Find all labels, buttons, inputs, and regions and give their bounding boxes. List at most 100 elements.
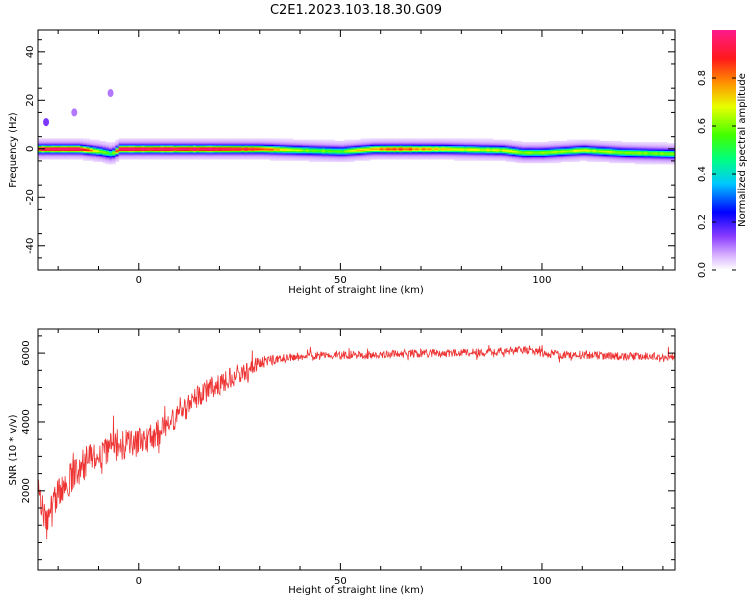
- heatmap-cell: [337, 149, 342, 151]
- heatmap-cell: [550, 161, 555, 164]
- heatmap-cell: [602, 155, 607, 158]
- heatmap-cell: [521, 149, 526, 151]
- heatmap-cell: [179, 154, 184, 156]
- heatmap-cell: [318, 146, 323, 149]
- heatmap-cell: [412, 144, 416, 147]
- heatmap-cell: [483, 142, 487, 144]
- heatmap-cell: [457, 148, 461, 150]
- heatmap-cell: [383, 142, 387, 144]
- heatmap-cell: [289, 154, 294, 156]
- heatmap-cell: [650, 153, 655, 155]
- heatmap-cell: [241, 142, 245, 144]
- heatmap-cell: [470, 154, 474, 156]
- heatmap-cell: [389, 142, 394, 144]
- heatmap-cell: [183, 154, 187, 156]
- heatmap-cell: [470, 138, 474, 141]
- heatmap-cell: [376, 145, 381, 148]
- heatmap-cell: [234, 157, 239, 160]
- heatmap-cell: [118, 155, 123, 158]
- heatmap-cell: [415, 139, 419, 142]
- heatmap-cell: [99, 156, 103, 159]
- heatmap-cell: [402, 142, 407, 144]
- heatmap-cell: [434, 151, 439, 154]
- heatmap-cell: [105, 144, 110, 147]
- heatmap-cell: [502, 157, 507, 160]
- heatmap-cell: [83, 151, 87, 154]
- heatmap-cell: [112, 160, 116, 162]
- heatmap-cell: [576, 149, 581, 151]
- heatmap-cell: [570, 157, 574, 160]
- heatmap-cell: [657, 145, 661, 148]
- heatmap-cell: [460, 150, 465, 153]
- heatmap-cell: [279, 154, 284, 156]
- heatmap-cell: [215, 139, 220, 142]
- heatmap-cell: [341, 156, 345, 159]
- heatmap-cell: [299, 148, 303, 150]
- heatmap-cell: [434, 139, 439, 142]
- heatmap-cell: [673, 143, 675, 145]
- heatmap-cell: [308, 139, 313, 142]
- heatmap-cell: [560, 155, 565, 158]
- heatmap-cell: [450, 140, 455, 143]
- heatmap-cell: [99, 160, 103, 162]
- heatmap-cell: [389, 155, 394, 158]
- heatmap-cell: [370, 142, 374, 144]
- heatmap-cell: [60, 156, 65, 159]
- heatmap-cell: [54, 146, 58, 149]
- heatmap-cell: [163, 145, 168, 148]
- heatmap-cell: [489, 150, 494, 153]
- heatmap-cell: [186, 148, 190, 150]
- heatmap-cell: [89, 155, 94, 158]
- heatmap-cell: [125, 145, 129, 148]
- heatmap-cell: [641, 146, 645, 149]
- heatmap-cell: [637, 145, 642, 148]
- heatmap-cell: [147, 151, 152, 154]
- heatmap-cell: [547, 151, 552, 154]
- heatmap-cell: [554, 161, 558, 164]
- heatmap-cell: [167, 150, 171, 153]
- heatmap-cell: [373, 154, 378, 156]
- heatmap-cell: [605, 156, 610, 159]
- heatmap-cell: [276, 145, 281, 148]
- heatmap-cell: [666, 144, 671, 147]
- heatmap-cell: [289, 145, 294, 148]
- heatmap-cell: [225, 138, 229, 141]
- heatmap-cell: [421, 149, 426, 151]
- chart-title: C2E1.2023.103.18.30.G09: [270, 3, 442, 18]
- heatmap-cell: [299, 151, 303, 154]
- heatmap-cell: [621, 157, 626, 160]
- heatmap-cell: [389, 144, 394, 147]
- heatmap-cell: [641, 143, 645, 145]
- heatmap-cell: [666, 162, 671, 165]
- heatmap-cell: [437, 151, 442, 154]
- heatmap-cell: [350, 139, 355, 142]
- heatmap-cell: [70, 157, 74, 160]
- heatmap-cell: [115, 159, 120, 161]
- heatmap-cell: [550, 143, 555, 145]
- heatmap-cell: [663, 160, 668, 162]
- heatmap-cell: [447, 142, 452, 144]
- heatmap-cell: [141, 153, 145, 155]
- heatmap-cell: [131, 149, 136, 151]
- heatmap-cell: [631, 146, 636, 149]
- heatmap-cell: [192, 139, 197, 142]
- heatmap-cell: [457, 151, 461, 154]
- heatmap-cell: [121, 146, 126, 149]
- heatmap-cell: [466, 142, 471, 144]
- heatmap-cell: [595, 151, 600, 154]
- heatmap-cell: [208, 156, 213, 159]
- heatmap-cell: [460, 151, 465, 154]
- heatmap-cell: [202, 146, 207, 149]
- heatmap-cell: [257, 150, 261, 153]
- heatmap-cell: [492, 149, 497, 151]
- heatmap-cell: [537, 159, 542, 161]
- heatmap-cell: [457, 156, 461, 159]
- heatmap-cell: [441, 139, 445, 142]
- heatmap-cell: [125, 142, 129, 144]
- heatmap-cell: [273, 139, 278, 142]
- heatmap-cell: [418, 148, 423, 150]
- heatmap-cell: [60, 155, 65, 158]
- heatmap-cell: [347, 150, 352, 153]
- heatmap-cell: [296, 153, 300, 155]
- heatmap-cell: [279, 155, 284, 158]
